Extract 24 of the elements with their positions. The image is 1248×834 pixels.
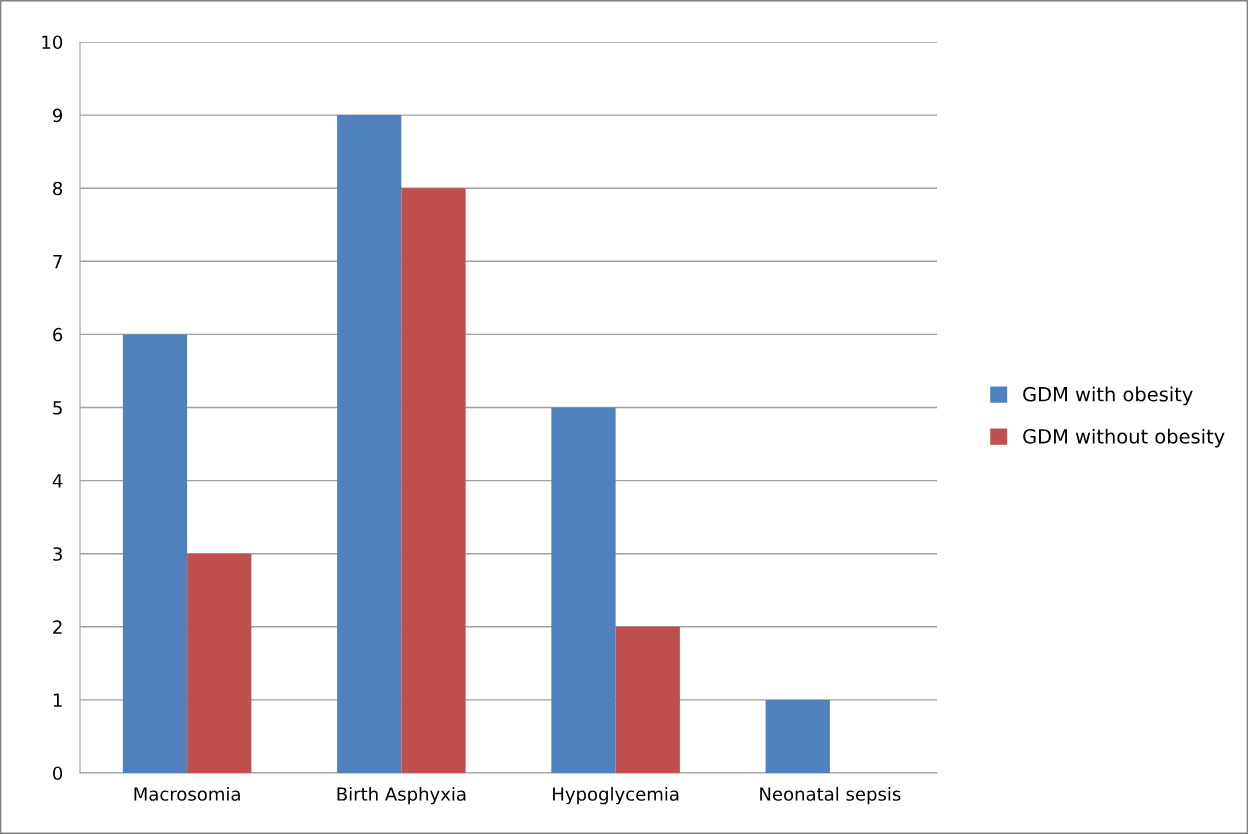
y-tick-label: 9: [52, 108, 63, 123]
y-tick-label: 5: [53, 401, 62, 415]
y-tick-label: 4: [52, 474, 63, 488]
y-tick-label: 8: [53, 181, 63, 196]
bar: [401, 188, 466, 773]
bar: [765, 699, 830, 773]
x-tick-label: Macrosomia: [134, 786, 240, 801]
x-tick-label: Birth Asphyxia: [337, 786, 466, 805]
x-tick-label: Neonatal sepsis: [760, 786, 901, 805]
y-tick-label: 2: [53, 620, 62, 634]
legend-label: GDM without obesity: [1023, 428, 1225, 448]
y-tick-label: 7: [53, 255, 62, 269]
y-tick-label: 0: [53, 766, 63, 781]
x-tick-label: Hypoglycemia: [553, 786, 679, 805]
bar: [551, 407, 616, 773]
legend-label: GDM with obesity: [1023, 386, 1193, 406]
y-tick-label: 3: [53, 547, 62, 561]
bar: [337, 115, 402, 773]
y-tick-label: 10: [42, 35, 63, 50]
y-tick-label: 6: [53, 327, 63, 342]
bar: [615, 626, 680, 773]
bar: [187, 553, 252, 773]
y-tick-label: 1: [53, 693, 62, 707]
bar: [122, 334, 188, 773]
